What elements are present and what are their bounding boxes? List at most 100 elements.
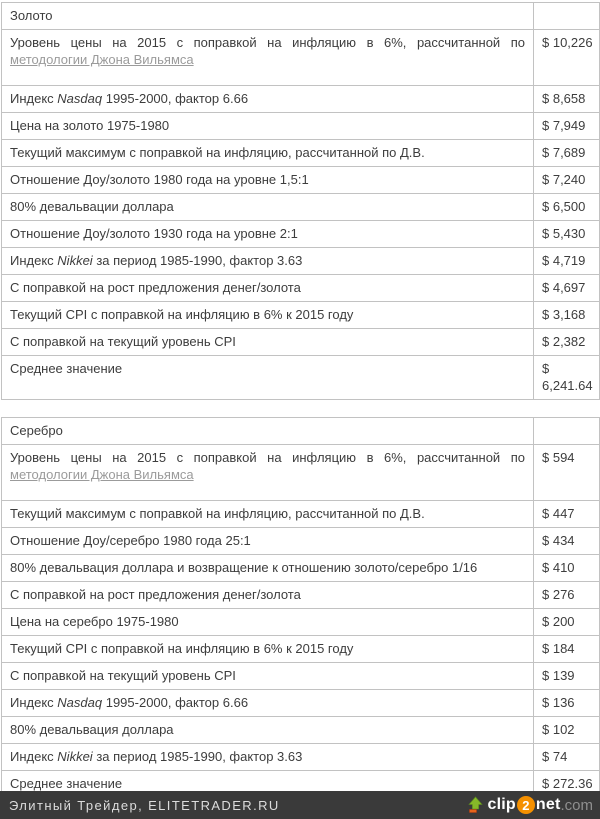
row-label: Индекс Nasdaq 1995-2000, фактор 6.66 (1, 85, 534, 113)
table-row: 80% девальвации доллара $ 6,500 (1, 193, 600, 221)
row-value: $ 7,689 (533, 139, 600, 167)
silver-scenarios-table: Серебро Уровень цены на 2015 с поправкой … (1, 417, 600, 798)
footer-bar: Элитный Трейдер, ELITETRADER.RU clip 2 n… (0, 791, 600, 819)
label-text: Текущий CPI с поправкой на инфляцию в 6%… (10, 641, 354, 656)
label-text: Отношение Доу/золото 1930 года на уровне… (10, 226, 298, 241)
table-row: Индекс Nasdaq 1995-2000, фактор 6.66 $ 13… (1, 689, 600, 717)
table-row: Цена на золото 1975-1980 $ 7,949 (1, 112, 600, 140)
index-name: Nikkei (57, 253, 93, 268)
index-name: Nasdaq (57, 695, 103, 710)
row-value: $ 7,240 (533, 166, 600, 194)
label-text: С поправкой на рост предложения денег/зо… (10, 280, 301, 295)
row-value: $ 7,949 (533, 112, 600, 140)
row-value: $ 4,719 (533, 247, 600, 275)
table-title: Серебро (1, 417, 534, 445)
row-value: $ 3,168 (533, 301, 600, 329)
table-row: 80% девальвация доллара и возвращение к … (1, 554, 600, 582)
row-value: $ 139 (533, 662, 600, 690)
label-text: Отношение Доу/серебро 1980 года 25:1 (10, 533, 251, 548)
label-text: 1995-2000, фактор 6.66 (102, 695, 249, 710)
row-value: $ 6,241.64 (533, 355, 600, 400)
row-value: $ 276 (533, 581, 600, 609)
table-row: С поправкой на рост предложения денег/зо… (1, 581, 600, 609)
table-row: 80% девальвация доллара $ 102 (1, 716, 600, 744)
table-row: Текущий CPI с поправкой на инфляцию в 6%… (1, 301, 600, 329)
footer-credit-text: Элитный Трейдер, ELITETRADER.RU (9, 797, 280, 813)
row-label: С поправкой на рост предложения денег/зо… (1, 581, 534, 609)
table-title: Золото (1, 2, 534, 30)
gold-scenarios-table: Золото Уровень цены на 2015 с поправкой н… (1, 2, 600, 400)
table-row: Отношение Доу/серебро 1980 года 25:1 $ 43… (1, 527, 600, 555)
row-value: $ 5,430 (533, 220, 600, 248)
table-title-empty-value (533, 417, 600, 445)
label-text: за период 1985-1990, фактор 3.63 (92, 749, 303, 764)
row-label: Текущий CPI с поправкой на инфляцию в 6%… (1, 635, 534, 663)
label-text: Индекс (10, 695, 58, 710)
label-text: С поправкой на текущий уровень CPI (10, 668, 236, 683)
row-label: С поправкой на рост предложения денег/зо… (1, 274, 534, 302)
row-label: Цена на золото 1975-1980 (1, 112, 534, 140)
row-label: 80% девальвация доллара и возвращение к … (1, 554, 534, 582)
row-value: $ 447 (533, 500, 600, 528)
table-row: С поправкой на текущий уровень CPI $ 2,38… (1, 328, 600, 356)
logo-text-clip: clip (487, 796, 516, 813)
row-label: С поправкой на текущий уровень CPI (1, 662, 534, 690)
table-row: Индекс Nikkei за период 1985-1990, факто… (1, 247, 600, 275)
table-title-empty-value (533, 2, 600, 30)
label-text: за период 1985-1990, фактор 3.63 (92, 253, 303, 268)
row-label: 80% девальвация доллара (1, 716, 534, 744)
label-text: Текущий максимум с поправкой на инфляцию… (10, 506, 425, 521)
index-name: Nikkei (57, 749, 93, 764)
row-label: Среднее значение (1, 355, 534, 400)
label-text: Текущий CPI с поправкой на инфляцию в 6%… (10, 307, 354, 322)
label-text: С поправкой на текущий уровень CPI (10, 334, 236, 349)
row-value: $ 10,226 (533, 29, 600, 86)
table-row: Уровень цены на 2015 с поправкой на инфл… (1, 444, 600, 501)
logo-text-net: net (535, 796, 561, 813)
label-text: 80% девальвация доллара (10, 722, 174, 737)
label-text: 80% девальвации доллара (10, 199, 174, 214)
table-row: Уровень цены на 2015 с поправкой на инфл… (1, 29, 600, 86)
row-value: $ 410 (533, 554, 600, 582)
row-label: Цена на серебро 1975-1980 (1, 608, 534, 636)
label-text: Уровень цены на 2015 с поправкой на инфл… (10, 35, 525, 50)
upload-arrow-icon (466, 796, 483, 814)
table-row: Текущий максимум с поправкой на инфляцию… (1, 500, 600, 528)
clip2net-logo[interactable]: clip 2 net .com (466, 796, 593, 814)
table-row: Индекс Nasdaq 1995-2000, фактор 6.66 $ 8,… (1, 85, 600, 113)
row-value: $ 6,500 (533, 193, 600, 221)
label-text: Индекс (10, 749, 58, 764)
label-text: Цена на серебро 1975-1980 (10, 614, 179, 629)
row-label: Отношение Доу/серебро 1980 года 25:1 (1, 527, 534, 555)
table-row: С поправкой на рост предложения денег/зо… (1, 274, 600, 302)
logo-circle-2: 2 (516, 796, 535, 814)
label-text: Среднее значение (10, 361, 123, 376)
row-value: $ 74 (533, 743, 600, 771)
methodology-link[interactable]: методологии Джона Вильямса (10, 467, 194, 482)
index-name: Nasdaq (57, 91, 103, 106)
table-header-row: Золото (1, 2, 600, 30)
table-row: Среднее значение $ 6,241.64 (1, 355, 600, 400)
row-label: Индекс Nasdaq 1995-2000, фактор 6.66 (1, 689, 534, 717)
logo-text-com: .com (560, 796, 593, 814)
row-value: $ 200 (533, 608, 600, 636)
row-value: $ 102 (533, 716, 600, 744)
table-row: Текущий CPI с поправкой на инфляцию в 6%… (1, 635, 600, 663)
row-value: $ 184 (533, 635, 600, 663)
row-value: $ 594 (533, 444, 600, 501)
label-text: Цена на золото 1975-1980 (10, 118, 170, 133)
row-label: 80% девальвации доллара (1, 193, 534, 221)
table-header-row: Серебро (1, 417, 600, 445)
table-row: Индекс Nikkei за период 1985-1990, факто… (1, 743, 600, 771)
row-label: Отношение Доу/золото 1980 года на уровне… (1, 166, 534, 194)
table-row: Отношение Доу/золото 1930 года на уровне… (1, 220, 600, 248)
label-text: 1995-2000, фактор 6.66 (102, 91, 249, 106)
table-row: С поправкой на текущий уровень CPI $ 139 (1, 662, 600, 690)
table-row: Отношение Доу/золото 1980 года на уровне… (1, 166, 600, 194)
row-label: Отношение Доу/золото 1930 года на уровне… (1, 220, 534, 248)
row-label: Текущий CPI с поправкой на инфляцию в 6%… (1, 301, 534, 329)
row-label: С поправкой на текущий уровень CPI (1, 328, 534, 356)
row-value: $ 136 (533, 689, 600, 717)
methodology-link[interactable]: методологии Джона Вильямса (10, 52, 194, 67)
